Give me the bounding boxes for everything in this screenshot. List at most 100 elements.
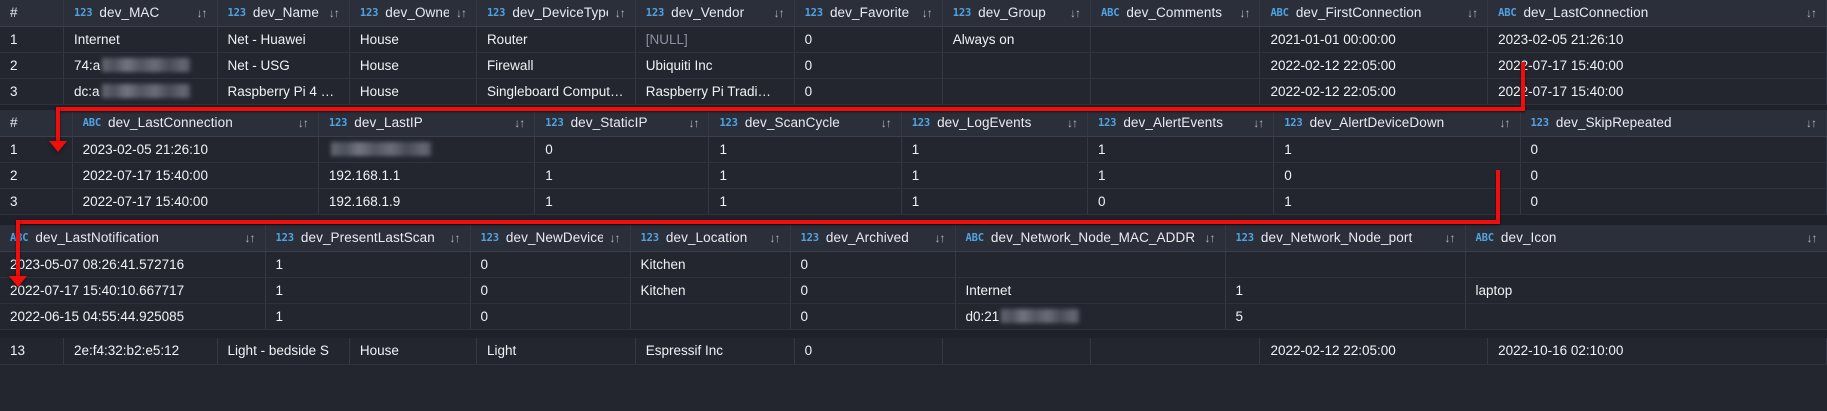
table-cell[interactable]: Espressif Inc (635, 338, 795, 365)
column-header-dev_network_node_port[interactable]: 123 dev_Network_Node_port ↓↑ (1225, 225, 1466, 252)
table-cell[interactable]: 1 (1273, 188, 1521, 215)
sort-toggle-icon[interactable]: ↓↑ (514, 115, 525, 130)
table-cell[interactable]: Net - Huawei (217, 26, 350, 53)
sort-toggle-icon[interactable]: ↓↑ (609, 230, 621, 245)
column-header-dev_lastip[interactable]: 123 dev_LastIP ↓↑ (318, 110, 536, 137)
table-row[interactable]: 3 2022-07-17 15:40:00 192.168.1.9 1 1 1 0 1 0 (0, 188, 1827, 215)
column-header-dev_archived[interactable]: 123 dev_Archived ↓↑ (790, 225, 956, 252)
table-cell[interactable]: Kitchen (630, 277, 791, 304)
table-cell[interactable]: 2023-02-05 21:26:10 (72, 136, 319, 163)
table-cell[interactable]: 2022-07-17 15:40:10.667717 (0, 277, 266, 304)
table-cell[interactable]: 0 (534, 136, 710, 163)
table-cell[interactable] (955, 251, 1226, 278)
table-cell[interactable]: 1 (265, 303, 471, 330)
table-cell[interactable]: Singleboard Computer … (476, 78, 636, 105)
table-cell[interactable]: 74:a (63, 52, 218, 79)
table-cell[interactable]: 1 (901, 188, 1088, 215)
table-cell[interactable]: Router (476, 26, 636, 53)
table-cell[interactable]: House (349, 52, 477, 79)
table-cell[interactable]: 2022-10-16 02:10:00 (1487, 338, 1827, 365)
table-cell[interactable]: Raspberry Pi Tradi… (635, 78, 795, 105)
table-row[interactable]: 2022-07-17 15:40:10.667717 1 0 Kitchen 0 Inte… (0, 277, 1827, 304)
sort-toggle-icon[interactable]: ↓↑ (1467, 5, 1478, 20)
sort-toggle-icon[interactable]: ↓↑ (1806, 115, 1817, 130)
table-cell[interactable] (1090, 52, 1261, 79)
column-header-dev_newdevice[interactable]: 123 dev_NewDevice ↓↑ (470, 225, 631, 252)
band-1-table[interactable]: #123 dev_MAC ↓↑ 123 dev_Name ↓↑ 123 dev_Owner ↓↑… (0, 0, 1827, 105)
table-cell[interactable]: 1 (1225, 277, 1466, 304)
table-cell[interactable]: 5 (1225, 303, 1466, 330)
table-cell[interactable]: 2022-07-17 15:40:00 (1487, 78, 1827, 105)
sort-toggle-icon[interactable]: ↓↑ (688, 115, 699, 130)
sort-toggle-icon[interactable]: ↓↑ (1806, 5, 1817, 20)
band-3-table[interactable]: ABC dev_LastNotification ↓↑ 123 dev_PresentL… (0, 225, 1827, 330)
table-cell[interactable]: 2021-01-01 00:00:00 (1259, 26, 1489, 53)
table-cell[interactable]: 0 (1087, 188, 1275, 215)
table-cell[interactable]: House (349, 78, 477, 105)
sort-toggle-icon[interactable]: ↓↑ (1253, 115, 1264, 130)
table-cell[interactable] (942, 338, 1092, 365)
column-header-dev_firstconnection[interactable]: ABC dev_FirstConnection ↓↑ (1259, 0, 1489, 27)
table-cell[interactable]: 2023-02-05 21:26:10 (1487, 26, 1827, 53)
table-cell[interactable] (630, 303, 791, 330)
table-cell[interactable] (1090, 78, 1261, 105)
sort-toggle-icon[interactable]: ↓↑ (880, 115, 892, 130)
table-cell[interactable] (1465, 251, 1827, 278)
band-2-table[interactable]: # ABC dev_LastConnection ↓↑ 123 dev_LastIP ↓↑ 1… (0, 110, 1827, 215)
table-cell[interactable] (1465, 303, 1827, 330)
result-band-4-partial[interactable]: 13 2e:f4:32:b2:e5:12 Light - bedside S Hous… (0, 338, 1827, 411)
sort-toggle-icon[interactable]: ↓↑ (773, 5, 785, 20)
table-cell[interactable]: 1 (708, 188, 902, 215)
column-header-dev_network_node_mac_addr[interactable]: ABC dev_Network_Node_MAC_ADDR ↓↑ (955, 225, 1226, 252)
table-cell[interactable]: 0 (1520, 136, 1827, 163)
table-cell[interactable] (318, 136, 536, 163)
sort-toggle-icon[interactable]: ↓↑ (1066, 115, 1078, 130)
table-cell[interactable]: 0 (790, 303, 956, 330)
column-header-dev_favorite[interactable]: 123 dev_Favorite ↓↑ (794, 0, 943, 27)
table-cell[interactable]: Internet (63, 26, 218, 53)
column-header-dev_name[interactable]: 123 dev_Name ↓↑ (217, 0, 350, 27)
table-cell[interactable]: [NULL] (635, 26, 795, 53)
table-cell[interactable]: 2022-07-17 15:40:00 (72, 188, 319, 215)
table-cell[interactable]: 0 (794, 338, 943, 365)
table-cell[interactable]: 1 (1087, 162, 1275, 189)
table-row[interactable]: 13 2e:f4:32:b2:e5:12 Light - bedside S Hous… (0, 338, 1827, 365)
column-header-dev_skiprepeated[interactable]: 123 dev_SkipRepeated ↓↑ (1520, 110, 1827, 137)
column-header-dev_group[interactable]: 123 dev_Group ↓↑ (942, 0, 1092, 27)
table-row[interactable]: 2022-06-15 04:55:44.925085 1 0 0 d0:21 5 (0, 303, 1827, 330)
table-cell[interactable]: 0 (470, 303, 631, 330)
column-header-dev_scancycle[interactable]: 123 dev_ScanCycle ↓↑ (708, 110, 902, 137)
table-cell[interactable]: 1 (901, 136, 1088, 163)
table-cell[interactable]: 1 (265, 277, 471, 304)
table-cell[interactable]: 1 (708, 136, 902, 163)
table-cell[interactable]: 0 (470, 277, 631, 304)
result-band-3[interactable]: ABC dev_LastNotification ↓↑ 123 dev_PresentL… (0, 225, 1827, 330)
result-band-1[interactable]: #123 dev_MAC ↓↑ 123 dev_Name ↓↑ 123 dev_Owner ↓↑… (0, 0, 1827, 105)
table-cell[interactable]: 0 (1273, 162, 1521, 189)
table-cell[interactable]: Light (476, 338, 636, 365)
sort-toggle-icon[interactable]: ↓↑ (1499, 115, 1511, 130)
table-cell[interactable]: 2022-06-15 04:55:44.925085 (0, 303, 266, 330)
result-band-2[interactable]: # ABC dev_LastConnection ↓↑ 123 dev_LastIP ↓↑ 1… (0, 110, 1827, 215)
table-row[interactable]: 2 74:a Net - USG House Firewall Ubiquiti Inc 0… (0, 52, 1827, 79)
table-cell[interactable]: Always on (942, 26, 1092, 53)
table-cell[interactable] (1090, 26, 1261, 53)
sort-toggle-icon[interactable]: ↓↑ (1070, 5, 1081, 20)
table-cell[interactable]: 0 (1520, 188, 1827, 215)
sort-toggle-icon[interactable]: ↓↑ (297, 115, 309, 130)
table-cell[interactable]: Firewall (476, 52, 636, 79)
column-header-dev_comments[interactable]: ABC dev_Comments ↓↑ (1090, 0, 1261, 27)
table-cell[interactable]: 2023-05-07 08:26:41.572716 (0, 251, 266, 278)
sort-toggle-icon[interactable]: ↓↑ (921, 5, 933, 20)
column-header-dev_mac[interactable]: 123 dev_MAC ↓↑ (63, 0, 218, 27)
table-row[interactable]: 3 dc:a Raspberry Pi 4 LAN House Singleboard … (0, 78, 1827, 105)
table-cell[interactable]: 1 (534, 188, 710, 215)
sort-toggle-icon[interactable]: ↓↑ (614, 5, 626, 20)
column-header-dev_location[interactable]: 123 dev_Location ↓↑ (630, 225, 791, 252)
table-cell[interactable]: 1 (265, 251, 471, 278)
table-cell[interactable]: 2022-02-12 22:05:00 (1259, 78, 1489, 105)
column-header-dev_lastconnection[interactable]: ABC dev_LastConnection ↓↑ (72, 110, 319, 137)
table-cell[interactable]: dc:a (63, 78, 218, 105)
table-cell[interactable]: 2022-07-17 15:40:00 (72, 162, 319, 189)
column-header-dev_owner[interactable]: 123 dev_Owner ↓↑ (349, 0, 477, 27)
